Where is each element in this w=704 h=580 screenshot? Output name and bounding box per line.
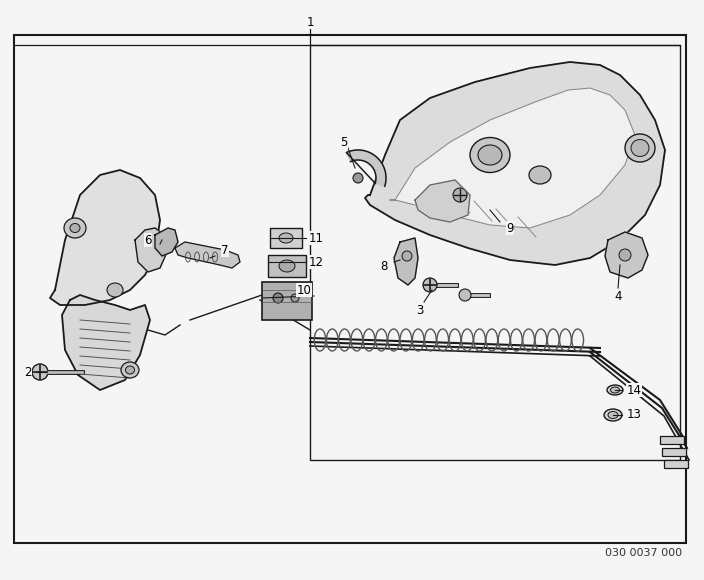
Bar xyxy=(268,255,306,277)
Ellipse shape xyxy=(604,409,622,421)
Bar xyxy=(270,228,302,248)
Polygon shape xyxy=(175,242,240,268)
Bar xyxy=(310,45,680,460)
Ellipse shape xyxy=(459,289,471,301)
Bar xyxy=(262,282,312,320)
Ellipse shape xyxy=(423,278,437,292)
Ellipse shape xyxy=(291,294,299,302)
Ellipse shape xyxy=(32,364,48,380)
Text: 10: 10 xyxy=(296,284,311,296)
Text: 4: 4 xyxy=(615,289,622,303)
Text: 13: 13 xyxy=(627,408,641,422)
Ellipse shape xyxy=(125,366,134,374)
Ellipse shape xyxy=(64,218,86,238)
Polygon shape xyxy=(346,150,386,186)
Polygon shape xyxy=(155,228,178,256)
Ellipse shape xyxy=(470,137,510,172)
Polygon shape xyxy=(390,88,635,228)
Ellipse shape xyxy=(107,283,123,297)
Ellipse shape xyxy=(353,173,363,183)
Ellipse shape xyxy=(625,134,655,162)
Polygon shape xyxy=(365,62,665,265)
Ellipse shape xyxy=(608,411,618,419)
Text: 7: 7 xyxy=(221,244,229,256)
Ellipse shape xyxy=(273,293,283,303)
Ellipse shape xyxy=(279,233,293,243)
Ellipse shape xyxy=(478,145,502,165)
Text: 1: 1 xyxy=(306,16,314,28)
Text: 2: 2 xyxy=(24,365,32,379)
Polygon shape xyxy=(394,238,418,285)
Ellipse shape xyxy=(453,188,467,202)
Polygon shape xyxy=(135,228,168,272)
Text: 5: 5 xyxy=(340,136,348,148)
Text: 14: 14 xyxy=(627,383,641,397)
Polygon shape xyxy=(415,180,470,222)
Text: 9: 9 xyxy=(506,222,514,234)
Text: 3: 3 xyxy=(416,303,424,317)
Bar xyxy=(662,448,686,456)
Polygon shape xyxy=(605,232,648,278)
Ellipse shape xyxy=(402,251,412,261)
Bar xyxy=(14,35,686,543)
Bar xyxy=(660,436,684,444)
Bar xyxy=(664,460,688,468)
Text: 030 0037 000: 030 0037 000 xyxy=(605,548,682,558)
Ellipse shape xyxy=(279,260,295,272)
Polygon shape xyxy=(50,170,160,305)
Text: 6: 6 xyxy=(144,234,152,246)
Text: 11: 11 xyxy=(308,231,324,245)
Ellipse shape xyxy=(121,362,139,378)
Ellipse shape xyxy=(607,385,623,395)
Text: 8: 8 xyxy=(380,259,388,273)
Ellipse shape xyxy=(619,249,631,261)
Polygon shape xyxy=(62,295,150,390)
Ellipse shape xyxy=(70,223,80,233)
Text: 12: 12 xyxy=(308,256,324,269)
Ellipse shape xyxy=(631,140,649,157)
Ellipse shape xyxy=(529,166,551,184)
Ellipse shape xyxy=(610,387,620,393)
